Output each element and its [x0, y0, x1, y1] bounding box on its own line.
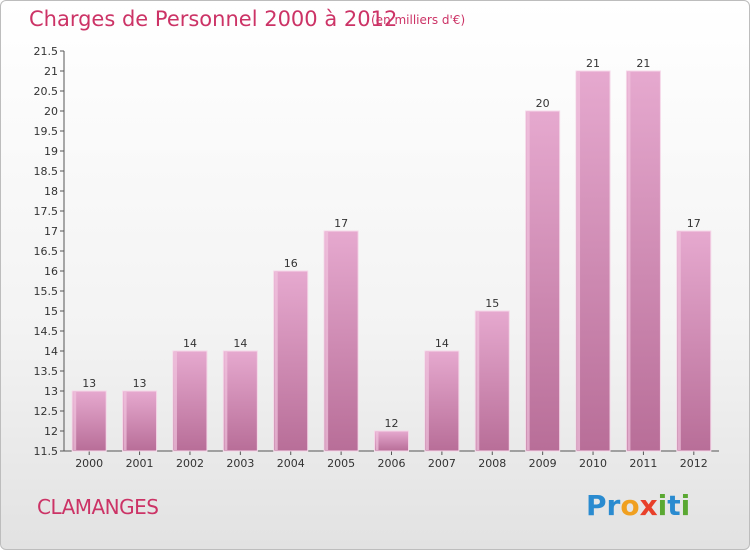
- bar-highlight: [123, 392, 127, 450]
- y-tick-label: 12.5: [34, 405, 59, 418]
- bar-value-label: 13: [82, 377, 96, 390]
- bar: [424, 350, 460, 452]
- x-tick-label: 2003: [226, 457, 254, 470]
- bar-highlight: [425, 352, 429, 450]
- x-tick-label: 2005: [327, 457, 355, 470]
- chart-subtitle: (en milliers d'€): [371, 13, 466, 27]
- x-tick-label: 2008: [478, 457, 506, 470]
- y-tick-label: 13.5: [34, 365, 59, 378]
- y-tick-label: 21: [44, 65, 58, 78]
- bar-highlight: [627, 72, 631, 450]
- x-tick-label: 2011: [629, 457, 657, 470]
- logo-letter: r: [606, 489, 621, 522]
- y-tick-label: 20.5: [34, 85, 59, 98]
- y-tick-label: 20: [44, 105, 58, 118]
- y-tick-label: 16: [44, 265, 58, 278]
- y-tick-label: 19.5: [34, 125, 59, 138]
- x-tick-label: 2009: [529, 457, 557, 470]
- y-tick-label: 15: [44, 305, 58, 318]
- bar-value-label: 15: [485, 297, 499, 310]
- logo-letter: x: [639, 489, 658, 522]
- bar-highlight: [325, 232, 329, 450]
- y-tick-label: 14.5: [34, 325, 59, 338]
- y-tick-label: 12: [44, 425, 58, 438]
- bar-value-label: 17: [334, 217, 348, 230]
- bar-highlight: [476, 312, 480, 450]
- bar: [172, 350, 208, 452]
- bar-highlight: [173, 352, 177, 450]
- bar-value-label: 21: [636, 57, 650, 70]
- y-tick-label: 21.5: [34, 45, 59, 58]
- x-tick-label: 2010: [579, 457, 607, 470]
- bar: [323, 230, 359, 452]
- y-tick-label: 19: [44, 145, 58, 158]
- x-tick-label: 2006: [378, 457, 406, 470]
- bar: [575, 70, 611, 452]
- x-tick-label: 2000: [75, 457, 103, 470]
- bar: [71, 390, 107, 452]
- bar: [525, 110, 561, 452]
- bar: [374, 430, 409, 452]
- bar-value-label: 17: [687, 217, 701, 230]
- y-tick-label: 14: [44, 345, 58, 358]
- bar-value-label: 14: [183, 337, 197, 350]
- bar: [222, 350, 258, 452]
- y-tick-label: 15.5: [34, 285, 59, 298]
- bar-value-label: 16: [284, 257, 298, 270]
- bar-value-label: 12: [385, 417, 399, 430]
- x-tick-label: 2004: [277, 457, 305, 470]
- data-labels: 13 13 14 14 16 17 12 14 15 20 21 21 17: [82, 57, 701, 430]
- logo-letter: P: [586, 489, 607, 522]
- chart-title: Charges de Personnel 2000 à 2012: [29, 7, 398, 31]
- bar: [474, 310, 510, 452]
- bar-highlight: [526, 112, 530, 450]
- y-tick-label: 11.5: [34, 445, 59, 458]
- y-tick-label: 17.5: [34, 205, 59, 218]
- y-tick-label: 16.5: [34, 245, 59, 258]
- y-tick-label: 18: [44, 185, 58, 198]
- bar: [625, 70, 661, 452]
- bar-highlight: [73, 392, 77, 450]
- bar-value-label: 20: [536, 97, 550, 110]
- logo-letter: i: [680, 489, 691, 522]
- y-tick-label: 13: [44, 385, 58, 398]
- bar-value-label: 14: [435, 337, 449, 350]
- bar-highlight: [274, 272, 278, 450]
- logo-letter: o: [620, 489, 640, 522]
- y-tick-label: 17: [44, 225, 58, 238]
- logo-letter: t: [667, 489, 681, 522]
- x-tick-label: 2012: [680, 457, 708, 470]
- bars: [71, 70, 712, 452]
- bar: [273, 270, 309, 452]
- bar-value-label: 14: [233, 337, 247, 350]
- bar-value-label: 21: [586, 57, 600, 70]
- x-tick-label: 2007: [428, 457, 456, 470]
- commune-name: CLAMANGES: [37, 495, 159, 519]
- x-tick-label: 2001: [126, 457, 154, 470]
- axes: 11.5 12 12.5 13 13.5 14 14.5 15 15.5 16 16.5 17 17.5…: [34, 45, 719, 470]
- bar-highlight: [677, 232, 681, 450]
- bar-highlight: [577, 72, 581, 450]
- logo-letter: i: [657, 489, 668, 522]
- bar: [122, 390, 158, 452]
- bar: [676, 230, 712, 452]
- bar-highlight: [224, 352, 228, 450]
- bar-value-label: 13: [133, 377, 147, 390]
- x-tick-label: 2002: [176, 457, 204, 470]
- proxiti-logo[interactable]: Proxiti: [586, 489, 690, 522]
- bar-highlight: [375, 432, 379, 450]
- y-tick-label: 18.5: [34, 165, 59, 178]
